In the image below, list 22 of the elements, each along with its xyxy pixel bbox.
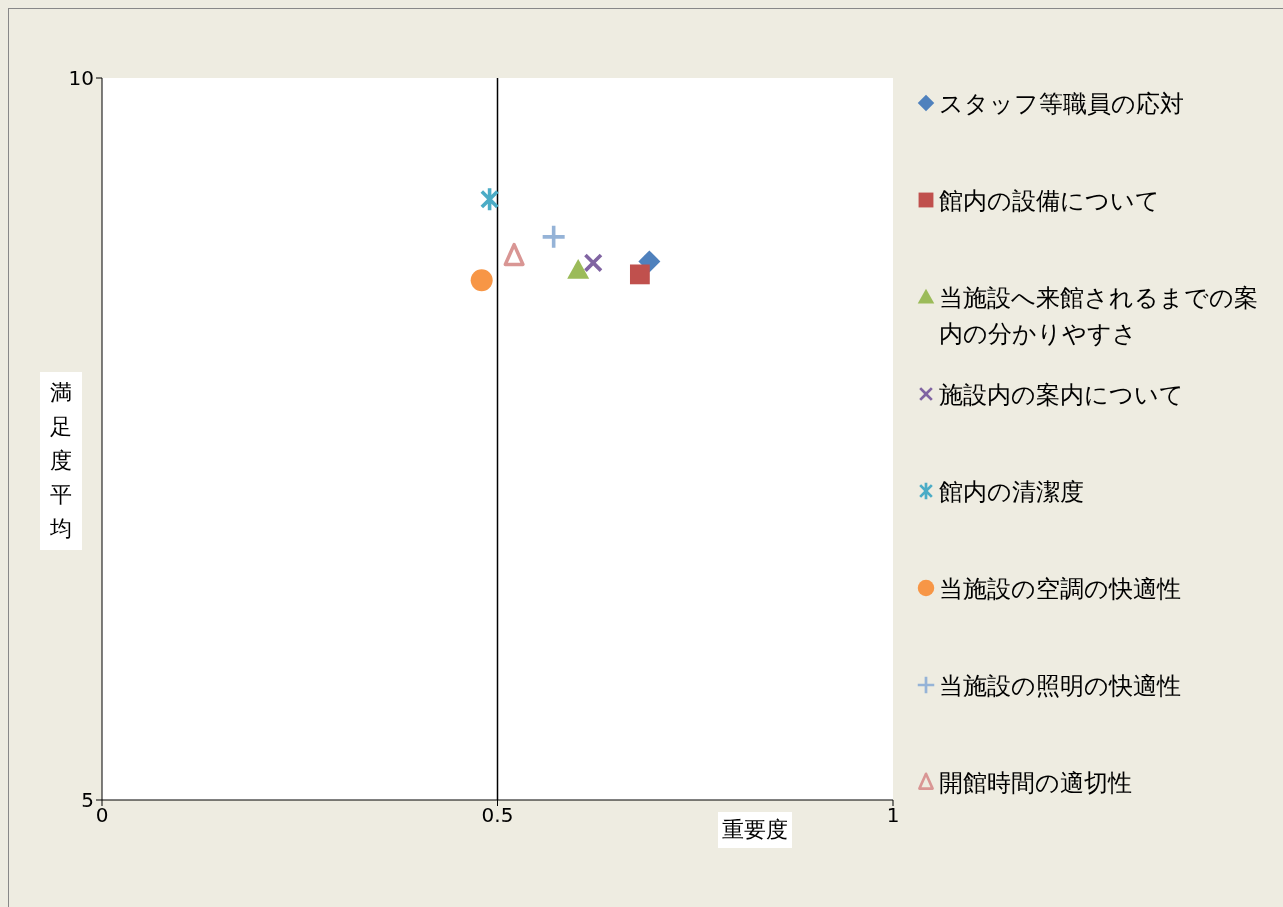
x-tick-label: 1 [886, 803, 900, 828]
legend-label: 館内の設備について [939, 186, 1160, 217]
legend-label: 館内の清潔度 [939, 477, 1084, 508]
point [503, 242, 525, 267]
point [470, 269, 493, 292]
point [542, 225, 565, 248]
point [629, 264, 650, 285]
legend-label: 当施設の照明の快適性 [939, 671, 1181, 702]
legend-label: 施設内の案内について [939, 380, 1184, 411]
legend-label: スタッフ等職員の応対 [939, 89, 1184, 120]
legend-label: 当施設の空調の快適性 [939, 574, 1181, 605]
legend-label: 当施設へ来館されるまでの案内の分かりやすさ [939, 283, 1259, 350]
x-axis-title: 重要度 [718, 812, 792, 848]
y-axis-title: 満足度平均 [49, 379, 73, 543]
y-tick-label: 5 [81, 788, 94, 813]
point [584, 253, 603, 272]
point [480, 188, 499, 211]
point [567, 259, 590, 279]
y-tick-label: 10 [68, 66, 94, 91]
x-tick-label: 0.5 [481, 803, 514, 828]
x-tick-label: 0 [95, 803, 109, 828]
legend-label: 開館時間の適切性 [939, 768, 1132, 799]
